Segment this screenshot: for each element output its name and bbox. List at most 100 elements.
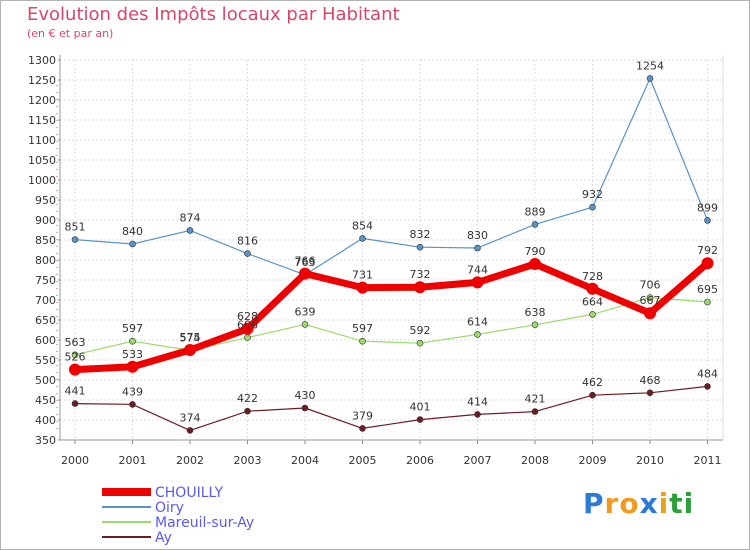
data-labels: 441 439 374 422 430 379 401 414 421 462 468 484 563 5… xyxy=(65,59,719,424)
point-chouilly xyxy=(126,360,139,373)
y-tick-label: 1000 xyxy=(28,174,56,187)
data-label: 574 xyxy=(180,331,201,344)
point-oiry xyxy=(531,221,539,228)
point-chouilly xyxy=(299,267,311,280)
y-tick-label: 900 xyxy=(35,214,56,227)
data-label: 374 xyxy=(180,411,201,424)
data-label: 889 xyxy=(525,205,546,218)
x-tick-label: 2001 xyxy=(119,454,147,467)
point-oiry xyxy=(474,244,481,252)
data-label: 874 xyxy=(180,211,201,224)
data-label: 706 xyxy=(640,279,661,292)
point-ay xyxy=(474,411,481,418)
series-line-chouilly xyxy=(71,259,711,374)
x-tick-label: 2004 xyxy=(291,454,319,467)
axes: 350 400 450 500 550 600 650 700 750 800 850 900 950 1… xyxy=(28,54,724,467)
y-tick-label: 700 xyxy=(35,294,56,307)
data-label: 401 xyxy=(410,401,431,414)
logo-letter: t xyxy=(669,487,684,520)
y-tick-label: 1050 xyxy=(28,154,56,167)
y-tick-label: 600 xyxy=(35,334,56,347)
point-chouilly xyxy=(356,281,369,294)
point-mareuil-sur-ay xyxy=(646,294,654,301)
y-tick-label: 1200 xyxy=(28,94,56,107)
chart-subtitle: (en € et par an) xyxy=(27,27,114,40)
data-label: 526 xyxy=(65,351,86,364)
y-tick-label: 800 xyxy=(35,254,56,267)
legend-label: Oiry xyxy=(155,500,184,516)
point-chouilly xyxy=(701,257,714,270)
data-label: 439 xyxy=(122,385,143,398)
point-oiry xyxy=(244,250,251,257)
y-tick-label: 750 xyxy=(35,274,56,287)
x-tick-label: 2002 xyxy=(176,454,204,467)
point-mareuil-sur-ay xyxy=(704,298,711,306)
y-tick-label: 1150 xyxy=(28,114,56,127)
legend-label: Mareuil-sur-Ay xyxy=(155,515,254,531)
y-tick-label: 400 xyxy=(35,414,56,427)
x-tick-label: 2007 xyxy=(464,454,492,467)
y-tick-label: 1250 xyxy=(28,74,56,87)
data-label: 932 xyxy=(582,188,603,201)
data-label: 792 xyxy=(697,244,718,257)
data-label: 462 xyxy=(582,376,603,389)
point-oiry xyxy=(704,217,711,224)
logo-letter: x xyxy=(639,487,659,520)
data-label: 638 xyxy=(525,306,546,319)
data-label: 731 xyxy=(352,269,373,282)
data-label: 441 xyxy=(65,385,86,398)
x-tick-label: 2006 xyxy=(406,454,434,467)
logo-letter: r xyxy=(604,487,620,520)
point-chouilly xyxy=(184,344,196,356)
data-label: 484 xyxy=(697,367,718,380)
point-oiry xyxy=(129,240,136,248)
point-ay xyxy=(359,425,366,432)
y-tick-label: 500 xyxy=(35,374,56,387)
logo-letter: i xyxy=(683,487,695,520)
data-label: 816 xyxy=(237,235,258,248)
point-chouilly xyxy=(69,363,81,376)
series-line-mareuil-sur-ay xyxy=(74,297,709,356)
data-label: 732 xyxy=(410,268,431,281)
point-ay xyxy=(301,404,309,412)
logo-letter: o xyxy=(619,487,640,520)
point-chouilly xyxy=(529,258,541,270)
y-tick-label: 850 xyxy=(35,234,56,247)
logo-letter: i xyxy=(658,487,670,520)
point-ay xyxy=(646,389,654,397)
point-mareuil-sur-ay xyxy=(129,337,136,345)
series-line-ay xyxy=(74,385,709,431)
y-tick-label: 650 xyxy=(35,314,56,327)
data-label: 840 xyxy=(122,225,143,238)
point-oiry xyxy=(589,203,596,211)
data-label: 422 xyxy=(237,392,258,405)
y-tick-label: 1300 xyxy=(28,54,56,67)
point-mareuil-sur-ay xyxy=(531,321,539,329)
x-tick-label: 2009 xyxy=(579,454,607,467)
x-tick-label: 2011 xyxy=(694,454,722,467)
data-label: 790 xyxy=(525,245,546,258)
point-chouilly xyxy=(414,281,426,294)
data-label: 667 xyxy=(640,294,661,307)
point-chouilly xyxy=(644,307,656,320)
point-mareuil-sur-ay xyxy=(301,321,309,328)
point-oiry xyxy=(71,236,79,243)
data-label: 468 xyxy=(640,374,661,387)
point-oiry xyxy=(416,243,424,251)
point-ay xyxy=(129,401,136,408)
x-tick-label: 2000 xyxy=(61,454,89,467)
data-label: 744 xyxy=(467,263,488,276)
x-tick-label: 2010 xyxy=(636,454,664,467)
data-label: 851 xyxy=(65,221,86,234)
data-label: 832 xyxy=(410,228,431,241)
x-tick-label: 2003 xyxy=(234,454,262,467)
point-mareuil-sur-ay xyxy=(71,351,79,359)
data-label: 597 xyxy=(122,322,143,335)
point-chouilly xyxy=(241,322,254,335)
y-tick-label: 350 xyxy=(35,434,56,447)
data-label: 628 xyxy=(237,310,258,323)
x-tick-label: 2008 xyxy=(521,454,549,467)
y-tick-label: 450 xyxy=(35,394,56,407)
x-tick-label: 2005 xyxy=(349,454,377,467)
